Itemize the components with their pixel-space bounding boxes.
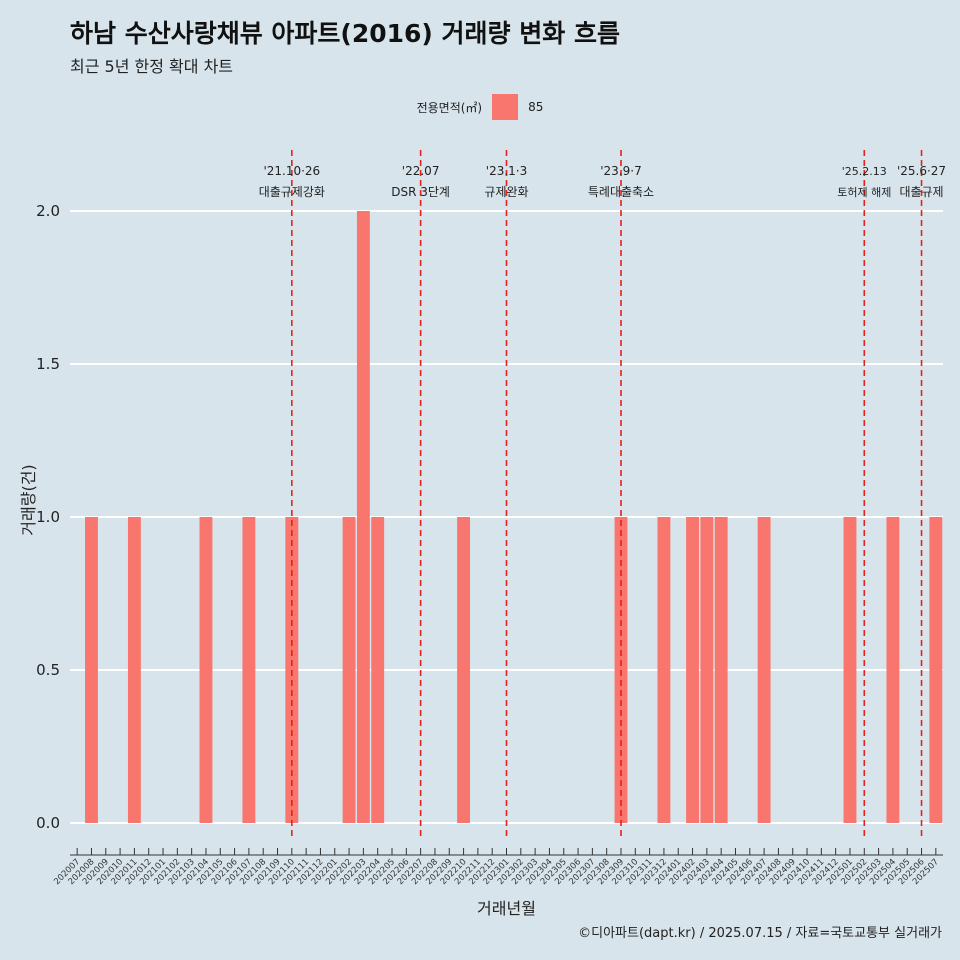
legend: 전용면적(㎡) 85 [0, 94, 960, 120]
event-label: 대출규제강화 [259, 185, 325, 199]
event-label: 대출규제 [899, 185, 943, 199]
bar [757, 517, 771, 823]
legend-swatch [492, 94, 519, 120]
y-axis-title: 거래량(건) [19, 464, 38, 535]
bar [85, 517, 98, 823]
event-label: DSR 3단계 [391, 185, 450, 199]
bar [843, 517, 857, 823]
event-date-label: '25.2.13 [842, 165, 887, 178]
y-tick-label: 0.0 [36, 814, 60, 832]
event-date-label: '23.1·3 [486, 164, 527, 178]
event-label: 토허제 해제 [837, 185, 891, 199]
bar [199, 517, 213, 823]
bar [714, 517, 728, 823]
chart-title: 하남 수산사랑채뷰 아파트(2016) 거래량 변화 흐름 [70, 19, 620, 48]
bar [457, 517, 471, 823]
legend-title: 전용면적(㎡) [416, 100, 483, 115]
bar [127, 517, 141, 823]
y-tick-label: 1.0 [36, 508, 60, 526]
event-date-label: '21.10·26 [263, 164, 320, 178]
event-date-label: '25.6·27 [897, 164, 946, 178]
event-label: 규제완화 [484, 185, 528, 199]
event-date-label: '22.07 [402, 164, 440, 178]
bar [371, 517, 385, 823]
bar [356, 211, 370, 823]
y-tick-label: 1.5 [36, 355, 60, 373]
bar [700, 517, 714, 823]
bar [342, 517, 356, 823]
bar [686, 517, 699, 823]
event-label: 특례대출축소 [588, 185, 654, 199]
event-date-label: '23.9·7 [600, 164, 641, 178]
y-tick-label: 0.5 [36, 661, 60, 679]
legend-item-label: 85 [528, 100, 544, 114]
bar [657, 517, 671, 823]
source-caption: ©디아파트(dapt.kr) / 2025.07.15 / 자료=국토교통부 실… [578, 926, 942, 941]
bar [886, 517, 900, 823]
bar [242, 517, 256, 823]
bar [929, 517, 943, 823]
chart-subtitle: 최근 5년 한정 확대 차트 [70, 57, 234, 76]
y-tick-label: 2.0 [36, 202, 60, 220]
x-axis-title: 거래년월 [477, 899, 536, 918]
